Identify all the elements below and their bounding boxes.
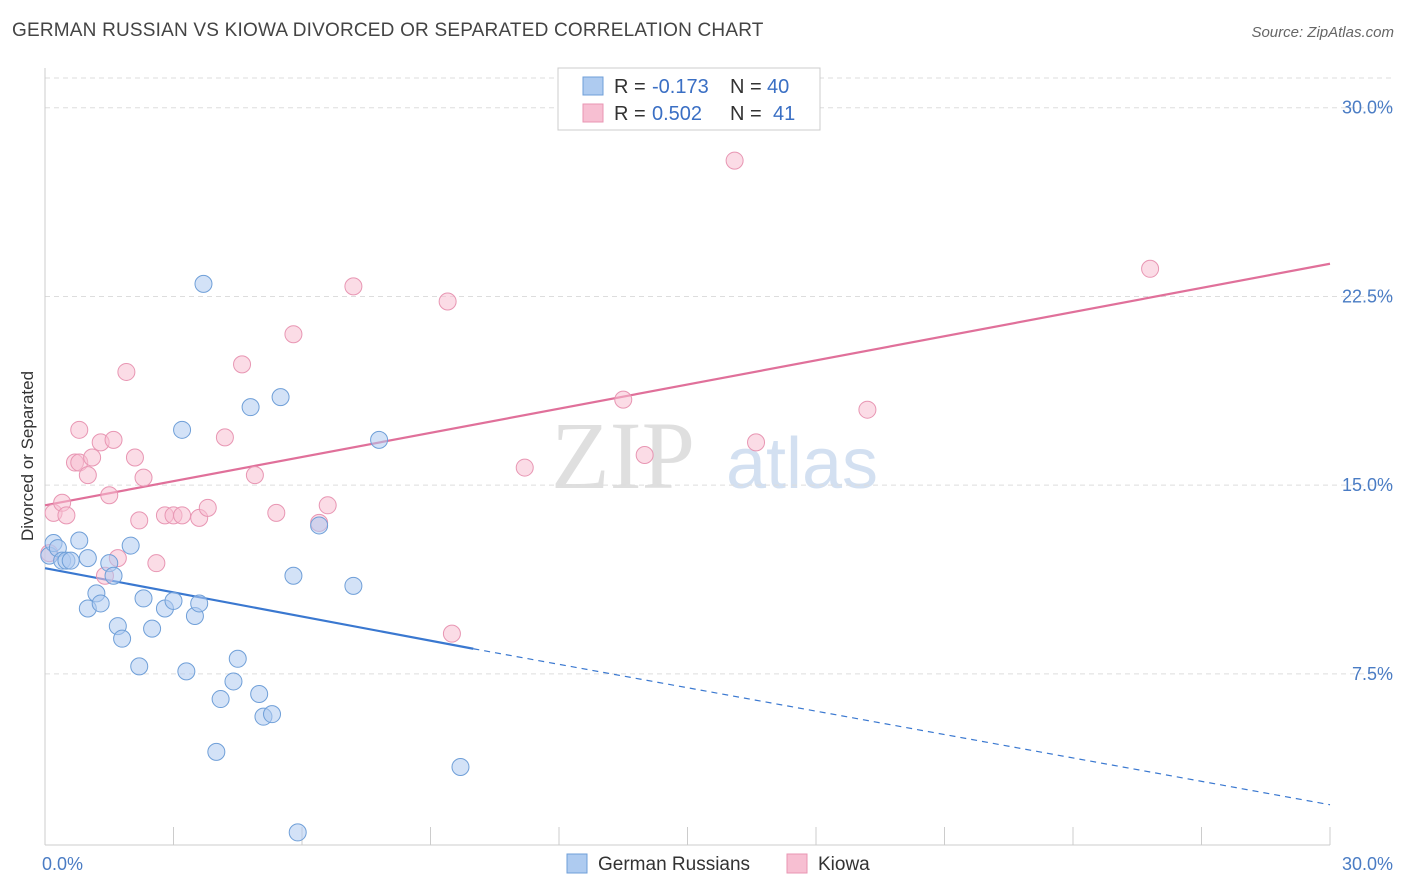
legend-r-value-2: 0.502 (652, 103, 702, 125)
german-russians-point (370, 430, 389, 449)
x-tick-label-max: 30.0% (1342, 854, 1393, 874)
legend-n-label-2: N = (730, 103, 762, 125)
german-russians-point (61, 551, 80, 570)
german-russians-point (224, 672, 243, 691)
bottom-legend-swatch-blue (566, 853, 588, 874)
german-russians-point (263, 705, 282, 724)
german-russians-point (284, 566, 303, 585)
kiowa-point (725, 151, 744, 170)
y-tick-label: 30.0% (1342, 98, 1393, 118)
kiowa-point (78, 466, 97, 485)
kiowa-point (125, 448, 144, 467)
german-russians-point (104, 566, 123, 585)
tick-labels: 7.5% 15.0% 22.5% 30.0% 0.0% 30.0% (42, 98, 1393, 874)
german-russians-point (70, 531, 89, 550)
kiowa-point (267, 503, 286, 522)
german-russians-point (190, 594, 209, 613)
kiowa-point (147, 554, 166, 573)
kiowa-trend-line (44, 262, 1331, 507)
kiowa-point (233, 355, 252, 374)
kiowa-point (83, 448, 102, 467)
kiowa-point (442, 624, 461, 643)
kiowa-point (635, 445, 654, 464)
legend-swatch-blue (582, 76, 604, 96)
kiowa-point (1141, 259, 1160, 278)
data-points (40, 151, 1160, 842)
german-russians-point (271, 388, 290, 407)
kiowa-point (747, 433, 766, 452)
german-russians-point (241, 398, 260, 417)
legend-n-label-1: N = (730, 76, 762, 98)
bottom-legend-swatch-pink (786, 853, 808, 874)
legend-r-value-1: -0.173 (652, 76, 709, 98)
german-russians-point (344, 576, 363, 595)
kiowa-point (284, 325, 303, 344)
bottom-legend-label-kiowa: Kiowa (818, 854, 870, 875)
german-russians-point (451, 757, 470, 776)
german-russians-point (78, 549, 97, 568)
y-tick-label: 15.0% (1342, 475, 1393, 495)
kiowa-point (858, 400, 877, 419)
german-russians-point (121, 536, 140, 555)
kiowa-point (614, 390, 633, 409)
y-axis-title: Divorced or Separated (18, 371, 37, 541)
kiowa-point (198, 498, 217, 517)
kiowa-point (70, 420, 89, 439)
german-russians-point (194, 274, 213, 293)
kiowa-point (130, 511, 149, 530)
german-russians-point (177, 662, 196, 681)
bottom-legend: German Russians Kiowa (566, 853, 870, 875)
x-tick-label-min: 0.0% (42, 854, 83, 874)
kiowa-point (117, 362, 136, 381)
german-russians-point (288, 823, 307, 842)
axes (44, 68, 1331, 846)
legend-box: R = -0.173 N = 40 R = 0.502 N = 41 (557, 67, 821, 131)
kiowa-point (215, 428, 234, 447)
german-russians-point (250, 685, 269, 704)
german-russians-point (173, 420, 192, 439)
watermark-zip: ZIP (551, 402, 695, 509)
kiowa-point (57, 506, 76, 525)
source-credit: Source: ZipAtlas.com (1251, 24, 1394, 41)
kiowa-point (134, 468, 153, 487)
german-russians-point (91, 594, 110, 613)
bottom-legend-label-german-russians: German Russians (598, 854, 750, 875)
kiowa-point (318, 496, 337, 515)
german-russians-trend-extension (473, 648, 1331, 806)
y-tick-label: 22.5% (1342, 286, 1393, 306)
watermark-atlas: atlas (726, 424, 878, 504)
kiowa-point (515, 458, 534, 477)
german-russians-point (207, 742, 226, 761)
kiowa-point (344, 277, 363, 296)
trend-lines (44, 262, 1331, 806)
grid-lines (45, 77, 1392, 675)
german-russians-point (164, 591, 183, 610)
y-tick-label: 7.5% (1352, 664, 1393, 684)
german-russians-point (143, 619, 162, 638)
legend-n-value-1: 40 (767, 76, 789, 98)
german-russians-point (113, 629, 132, 648)
german-russians-point (211, 690, 230, 709)
kiowa-point (438, 292, 457, 311)
german-russians-point (130, 657, 149, 676)
legend-r-label-2: R = (614, 103, 646, 125)
german-russians-point (134, 589, 153, 608)
german-russians-point (228, 649, 247, 668)
legend-r-label-1: R = (614, 76, 646, 98)
legend-swatch-pink (582, 103, 604, 123)
german-russians-point (310, 516, 329, 535)
kiowa-point (104, 430, 123, 449)
kiowa-point (245, 466, 264, 485)
chart-title: GERMAN RUSSIAN VS KIOWA DIVORCED OR SEPA… (12, 20, 764, 41)
kiowa-point (173, 506, 192, 525)
kiowa-point (100, 486, 119, 505)
legend-n-value-2: 41 (773, 103, 795, 125)
